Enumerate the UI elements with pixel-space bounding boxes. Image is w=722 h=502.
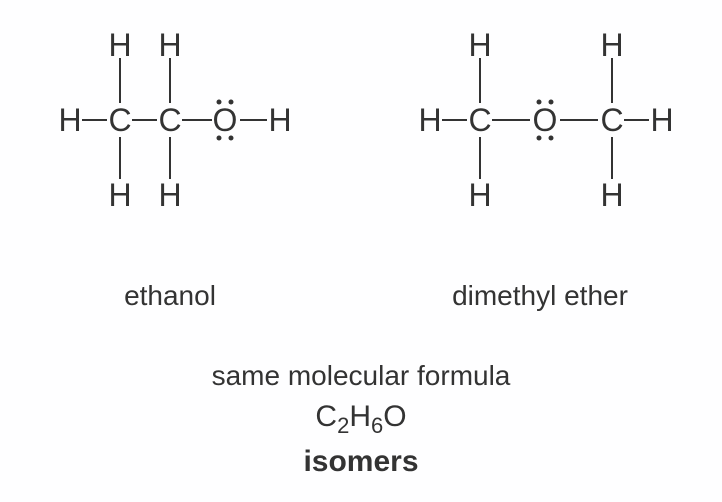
bond-vertical — [611, 58, 613, 103]
atom-h: H — [468, 29, 491, 61]
lone-pair-dot — [217, 100, 222, 105]
lone-pair-dot — [229, 136, 234, 141]
lone-pair-dot — [229, 100, 234, 105]
atom-h: H — [158, 29, 181, 61]
atom-h: H — [650, 104, 673, 136]
lone-pair-dot — [537, 136, 542, 141]
atom-h: H — [108, 179, 131, 211]
bond-horizontal — [82, 119, 107, 121]
isomers-label: isomers — [303, 445, 418, 479]
bond-horizontal — [240, 119, 267, 121]
bond-horizontal — [442, 119, 467, 121]
atom-h: H — [58, 104, 81, 136]
atom-c: C — [158, 104, 181, 136]
dimethyl-ether-label: dimethyl ether — [452, 280, 628, 312]
bond-horizontal — [624, 119, 649, 121]
atom-h: H — [600, 179, 623, 211]
ethanol-label: ethanol — [124, 280, 216, 312]
bond-horizontal — [132, 119, 157, 121]
bond-vertical — [611, 137, 613, 179]
lone-pair-dot — [537, 100, 542, 105]
lone-pair-dot — [217, 136, 222, 141]
molecular-formula: C2H6O — [315, 400, 406, 439]
atom-o: O — [533, 104, 558, 136]
atom-c: C — [468, 104, 491, 136]
bond-vertical — [119, 137, 121, 179]
bond-vertical — [169, 58, 171, 103]
lone-pair-dot — [549, 100, 554, 105]
atom-c: C — [600, 104, 623, 136]
bond-horizontal — [492, 119, 530, 121]
atom-h: H — [108, 29, 131, 61]
bond-vertical — [119, 58, 121, 103]
bond-vertical — [479, 58, 481, 103]
atom-h: H — [600, 29, 623, 61]
caption-line1: same molecular formula — [212, 360, 511, 392]
atom-c: C — [108, 104, 131, 136]
atom-h: H — [268, 104, 291, 136]
lone-pair-dot — [549, 136, 554, 141]
bond-vertical — [479, 137, 481, 179]
atom-h: H — [418, 104, 441, 136]
bond-vertical — [169, 137, 171, 179]
bond-horizontal — [182, 119, 212, 121]
bond-horizontal — [560, 119, 598, 121]
atom-o: O — [213, 104, 238, 136]
atom-h: H — [468, 179, 491, 211]
atom-h: H — [158, 179, 181, 211]
